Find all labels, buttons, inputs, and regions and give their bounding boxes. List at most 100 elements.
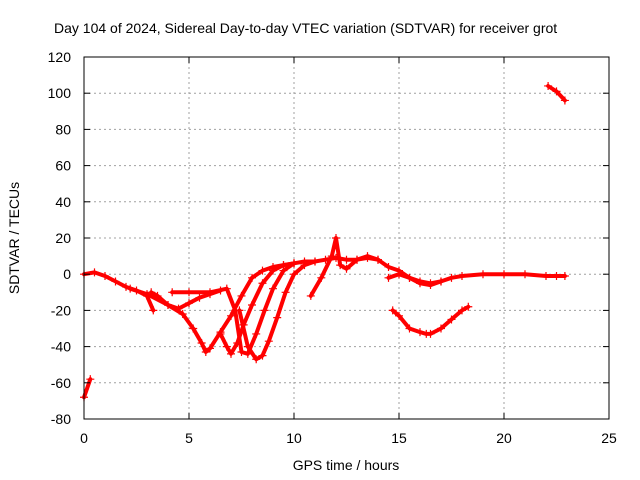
data-point (458, 306, 466, 315)
data-point (521, 270, 529, 279)
series-line (218, 261, 296, 356)
series-line (237, 259, 317, 362)
data-point (552, 87, 561, 96)
data-point (374, 255, 382, 264)
data-point (552, 272, 561, 281)
data-point (437, 277, 445, 286)
data-point (206, 344, 214, 353)
data-point (426, 329, 435, 338)
data-point (252, 329, 261, 338)
data-point (149, 306, 158, 315)
axis-ticks: 0 5 10 15 20 25 -80 -60 -40 -20 0 20 40 60 80 100 120 (48, 49, 617, 446)
data-point (164, 300, 172, 309)
data-point (111, 277, 120, 286)
data-point (122, 282, 130, 291)
data-point (332, 234, 340, 242)
data-point (260, 306, 269, 315)
y-tick-label: 100 (48, 85, 72, 101)
data-point (227, 311, 235, 320)
data-point (185, 299, 193, 308)
data-point (290, 259, 298, 268)
data-point (197, 338, 206, 347)
y-tick-label: -60 (51, 375, 71, 391)
grid-lines (84, 57, 609, 419)
series-group (306, 234, 445, 300)
x-tick-label: 25 (601, 430, 617, 446)
y-tick-label: 60 (55, 158, 71, 174)
data-point (395, 270, 403, 279)
series-line (82, 377, 93, 400)
data-point (384, 262, 393, 271)
y-axis-label: SDTVAR / TECUs (6, 182, 22, 294)
data-point (90, 268, 99, 277)
data-point (243, 342, 252, 351)
data-point (273, 313, 282, 322)
data-point (437, 324, 445, 333)
data-point (101, 272, 109, 281)
data-point (258, 351, 267, 360)
data-point (227, 349, 235, 358)
y-tick-label: -40 (51, 339, 71, 355)
data-point (279, 266, 288, 275)
data-point (542, 272, 550, 281)
data-point (237, 291, 246, 300)
x-axis-label: GPS time / hours (293, 457, 400, 473)
series-group (384, 270, 569, 288)
series-line (308, 236, 443, 298)
data-point (168, 288, 177, 297)
data-point (560, 96, 569, 105)
y-tick-label: 0 (63, 266, 71, 282)
series-group (80, 268, 158, 315)
data-point (342, 264, 351, 273)
data-point (235, 306, 244, 315)
data-point (317, 273, 326, 282)
data-point (327, 252, 336, 261)
data-series (80, 81, 569, 402)
series-group (80, 375, 95, 402)
data-point (405, 273, 414, 282)
y-tick-label: -20 (51, 302, 71, 318)
y-tick-label: 40 (55, 194, 71, 210)
data-point (416, 277, 424, 286)
x-tick-label: 5 (185, 430, 193, 446)
data-point (306, 291, 315, 300)
x-tick-label: 10 (286, 430, 302, 446)
data-point (201, 348, 210, 357)
data-point (300, 261, 309, 270)
data-point (195, 293, 204, 302)
series-group (235, 257, 319, 364)
data-point (216, 329, 225, 338)
series-group (388, 302, 473, 338)
data-point (384, 273, 393, 282)
data-point (447, 315, 456, 324)
data-point (426, 279, 435, 288)
data-point (281, 288, 290, 297)
data-point (269, 266, 277, 275)
data-point (416, 328, 424, 337)
data-point (126, 284, 135, 293)
series-group (544, 81, 569, 105)
data-point (544, 81, 553, 90)
data-point (206, 288, 214, 297)
data-point (269, 284, 277, 293)
data-point (258, 266, 267, 275)
data-point (178, 310, 187, 319)
data-point (464, 302, 473, 311)
data-point (560, 272, 569, 281)
data-point (252, 355, 261, 364)
data-point (311, 257, 319, 266)
y-tick-label: -80 (51, 411, 71, 427)
series-group (168, 259, 298, 358)
data-point (336, 261, 345, 270)
data-point (479, 270, 487, 279)
data-point (143, 290, 151, 299)
data-point (447, 273, 456, 282)
x-tick-label: 0 (80, 430, 88, 446)
data-point (342, 255, 351, 264)
x-tick-label: 20 (496, 430, 512, 446)
data-point (264, 337, 273, 346)
data-point (395, 311, 403, 320)
y-tick-label: 80 (55, 121, 71, 137)
data-point (222, 284, 231, 293)
